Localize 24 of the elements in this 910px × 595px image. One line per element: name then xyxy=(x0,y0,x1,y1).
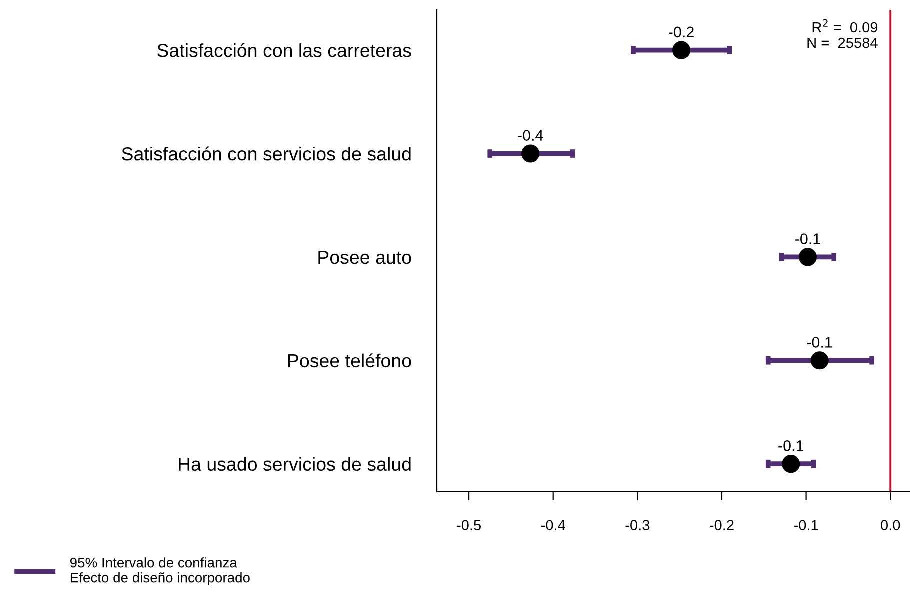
x-tick-label: -0.1 xyxy=(794,520,818,530)
y-tick-label: Posee teléfono xyxy=(288,354,412,368)
y-tick-label: Ha usado servicios de salud xyxy=(179,457,411,472)
data-label: -0.1 xyxy=(807,337,832,348)
point xyxy=(672,41,691,60)
data-label: -0.1 xyxy=(795,234,820,244)
point xyxy=(798,248,818,266)
x-tick-label: 0.0 xyxy=(881,520,900,530)
y-tick-label: Satisfacción con servicios de salud xyxy=(122,146,411,161)
data-label: -0.1 xyxy=(778,440,804,452)
x-tick-label: -0.2 xyxy=(710,520,734,530)
x-tick-label: -0.5 xyxy=(457,520,481,530)
data-label: -0.2 xyxy=(669,26,694,38)
text: 95% Intervalo de confianza Efecto de diseño incorporado xyxy=(70,558,250,586)
data-label: -0.4 xyxy=(518,130,544,142)
point xyxy=(782,455,800,474)
x-tick-label: -0.3 xyxy=(626,520,650,530)
point xyxy=(810,352,829,370)
annotation: N = 25584 xyxy=(808,38,878,48)
y-tick-label: Posee auto xyxy=(318,251,412,264)
point xyxy=(522,144,540,163)
annotation: R$^{2}$ = 0.09 xyxy=(812,19,878,33)
x-tick-label: -0.4 xyxy=(541,520,566,530)
y-tick-label: Satisfacción con las carreteras xyxy=(158,43,412,58)
